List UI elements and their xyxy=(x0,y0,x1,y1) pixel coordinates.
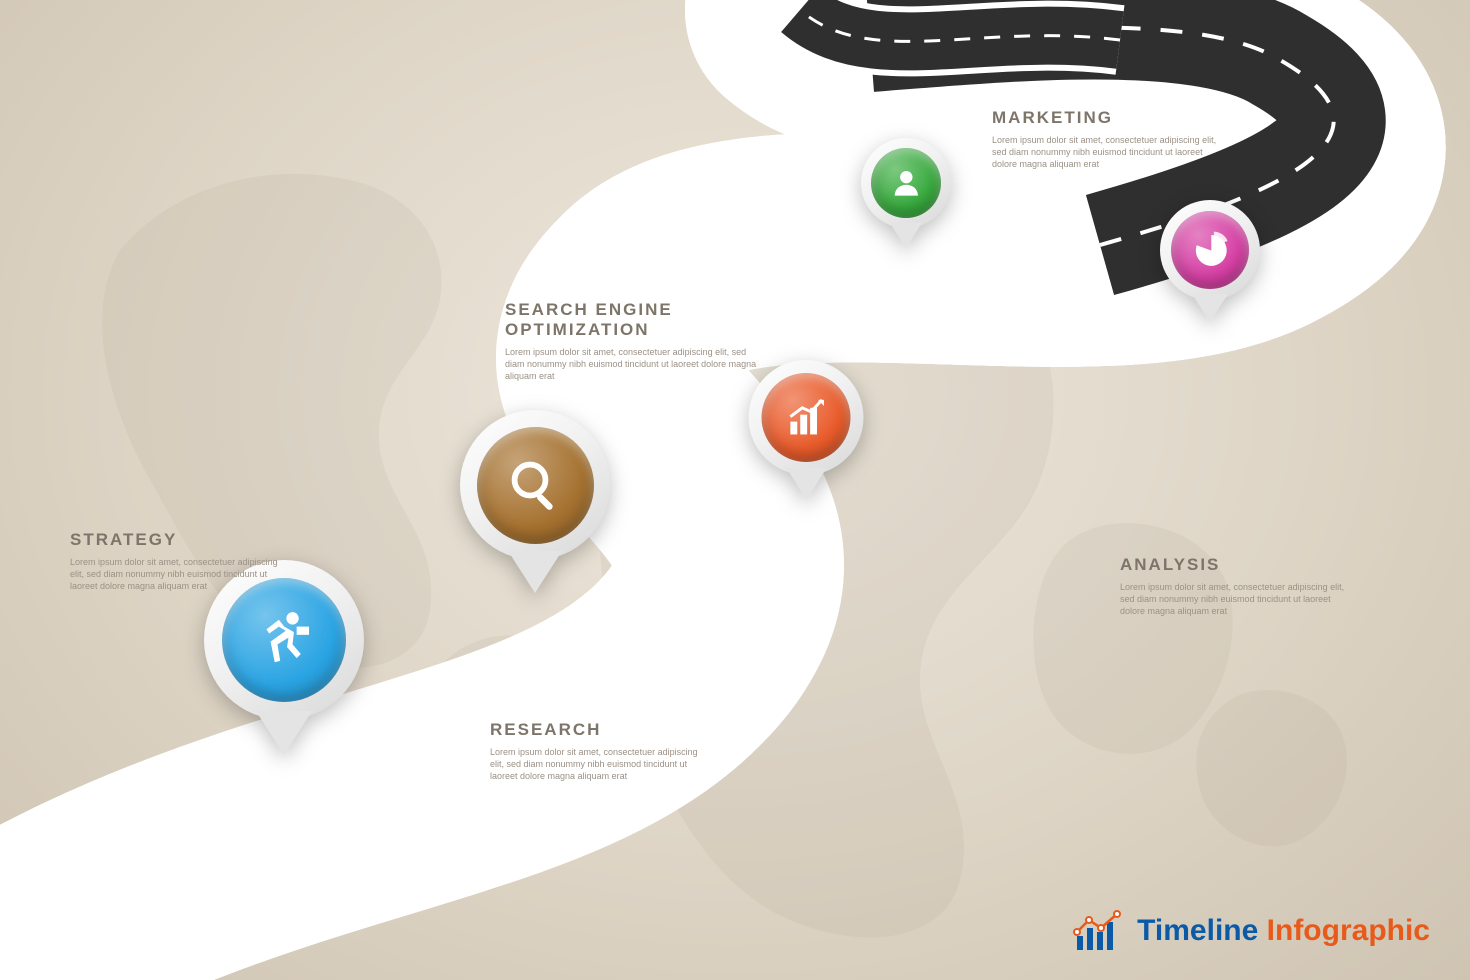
label-body: Lorem ipsum dolor sit amet, consectetuer… xyxy=(1120,581,1350,617)
infographic-canvas: STRATEGY Lorem ipsum dolor sit amet, cons… xyxy=(0,0,1470,980)
label-marketing: MARKETING Lorem ipsum dolor sit amet, con… xyxy=(992,108,1222,170)
label-research: RESEARCH Lorem ipsum dolor sit amet, cons… xyxy=(490,720,710,782)
footer-logo: Timeline Infographic xyxy=(1073,910,1430,952)
pie-icon xyxy=(1171,211,1249,289)
footer-text: Timeline Infographic xyxy=(1137,914,1430,948)
chart-icon xyxy=(761,373,851,463)
label-body: Lorem ipsum dolor sit amet, consectetuer… xyxy=(70,556,290,592)
pin-analysis xyxy=(749,360,864,475)
world-map-bg xyxy=(0,0,1470,980)
chart-logo-icon xyxy=(1073,910,1125,952)
label-title: SEARCH ENGINE OPTIMIZATION xyxy=(505,300,765,340)
label-title: RESEARCH xyxy=(490,720,710,740)
label-body: Lorem ipsum dolor sit amet, consectetuer… xyxy=(490,746,710,782)
runner-icon xyxy=(222,578,347,703)
pin-research xyxy=(460,410,610,560)
label-seo: SEARCH ENGINE OPTIMIZATION Lorem ipsum do… xyxy=(505,300,765,382)
pin-seo xyxy=(861,138,951,228)
label-title: MARKETING xyxy=(992,108,1222,128)
label-body: Lorem ipsum dolor sit amet, consectetuer… xyxy=(992,134,1222,170)
label-strategy: STRATEGY Lorem ipsum dolor sit amet, cons… xyxy=(70,530,290,592)
label-analysis: ANALYSIS Lorem ipsum dolor sit amet, cons… xyxy=(1120,555,1350,617)
pin-marketing xyxy=(1160,200,1260,300)
search-icon xyxy=(477,427,594,544)
user-icon xyxy=(871,148,941,218)
road xyxy=(0,0,1470,980)
footer-word-2: Infographic xyxy=(1267,914,1430,947)
footer-word-1: Timeline xyxy=(1137,914,1258,947)
label-title: STRATEGY xyxy=(70,530,290,550)
label-body: Lorem ipsum dolor sit amet, consectetuer… xyxy=(505,346,765,382)
label-title: ANALYSIS xyxy=(1120,555,1350,575)
